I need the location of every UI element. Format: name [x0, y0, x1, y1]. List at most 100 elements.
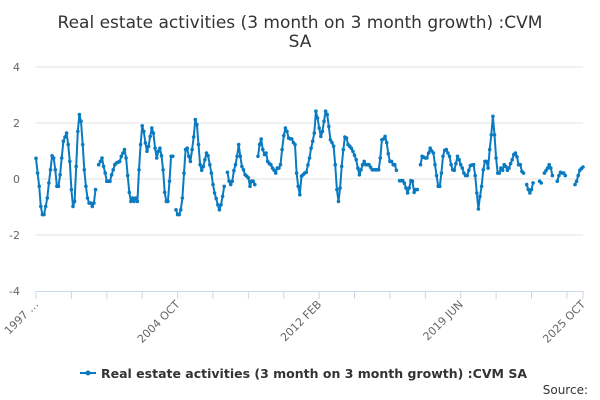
data-point: [331, 144, 336, 148]
data-point: [140, 124, 144, 128]
data-point: [199, 168, 204, 173]
data-point: [34, 156, 38, 161]
data-point: [76, 129, 80, 134]
data-point: [59, 156, 64, 160]
data-point: [47, 181, 51, 185]
data-point: [431, 151, 436, 155]
x-axis: 1997 … 2004 OCT 2012 FEB 2019 JUN 2025 OCT: [2, 291, 588, 346]
data-point: [177, 212, 181, 217]
data-point: [273, 171, 278, 175]
data-point: [96, 162, 101, 167]
data-point: [233, 162, 238, 167]
data-point: [487, 147, 492, 152]
data-point: [240, 164, 244, 169]
data-point: [56, 184, 61, 189]
data-point: [209, 171, 214, 175]
data-point: [132, 199, 136, 204]
data-point: [529, 187, 534, 192]
data-point: [504, 164, 508, 169]
data-point: [524, 182, 529, 187]
data-point: [167, 179, 172, 183]
data-point: [130, 196, 135, 200]
data-point: [521, 171, 526, 175]
data-point: [180, 196, 185, 200]
data-point: [182, 171, 186, 175]
data-point: [246, 176, 251, 180]
data-point: [193, 117, 198, 122]
data-point: [563, 173, 568, 178]
data-point: [135, 199, 140, 204]
data-point: [315, 116, 320, 120]
data-point: [333, 162, 338, 167]
data-point: [465, 173, 470, 178]
data-point: [362, 159, 367, 164]
legend-marker-symbol: [85, 370, 91, 376]
data-point: [117, 159, 122, 164]
data-point: [53, 168, 58, 172]
data-point: [325, 112, 330, 117]
data-point: [327, 124, 331, 129]
data-point: [317, 126, 322, 130]
data-point: [148, 134, 152, 139]
data-point: [349, 146, 354, 150]
data-point: [386, 152, 391, 156]
data-point: [475, 191, 479, 195]
data-point: [248, 184, 252, 189]
data-point: [426, 151, 431, 155]
data-point: [360, 162, 365, 167]
data-point: [48, 168, 53, 172]
data-point: [85, 196, 90, 200]
data-point: [473, 173, 478, 178]
data-point: [272, 168, 276, 173]
data-point: [341, 147, 346, 152]
data-point: [531, 181, 535, 185]
data-point: [330, 140, 334, 145]
x-tick-label: 2012 FEB: [278, 298, 324, 344]
data-point: [228, 182, 233, 187]
data-point: [356, 166, 360, 170]
data-point: [51, 156, 56, 160]
data-point: [35, 171, 40, 175]
data-point: [133, 196, 138, 200]
gridlines: [36, 66, 583, 236]
data-point: [154, 156, 159, 160]
data-point: [339, 164, 344, 169]
data-point: [185, 146, 189, 150]
data-point: [307, 156, 312, 160]
data-point: [381, 137, 386, 141]
data-point: [547, 162, 551, 167]
data-point: [513, 151, 518, 155]
data-point: [72, 199, 77, 204]
legend[interactable]: Real estate activities (3 month on 3 mon…: [80, 366, 527, 381]
data-point: [389, 159, 394, 164]
data-point: [518, 162, 523, 167]
data-point: [82, 168, 87, 172]
data-point: [277, 166, 281, 170]
data-point: [335, 187, 339, 192]
data-point: [161, 168, 165, 172]
data-point: [219, 203, 223, 207]
series-line-segment: [175, 118, 226, 216]
data-point: [187, 154, 191, 159]
data-point: [508, 161, 513, 166]
data-point: [119, 154, 124, 159]
series-line-segment: [97, 124, 173, 203]
data-point: [394, 168, 399, 173]
data-point: [162, 190, 167, 195]
data-point: [447, 154, 452, 159]
data-point: [478, 194, 482, 199]
data-point: [410, 179, 415, 183]
data-point: [550, 173, 555, 178]
data-point: [174, 208, 178, 212]
data-point: [351, 149, 355, 154]
data-point: [479, 184, 484, 189]
data-point: [171, 154, 175, 159]
data-point: [158, 146, 162, 150]
data-point: [124, 156, 128, 160]
series-line-segment: [35, 113, 97, 216]
data-point: [439, 171, 444, 175]
data-point: [188, 159, 193, 164]
data-point: [574, 179, 579, 183]
data-point: [153, 146, 157, 150]
data-point: [489, 133, 494, 137]
